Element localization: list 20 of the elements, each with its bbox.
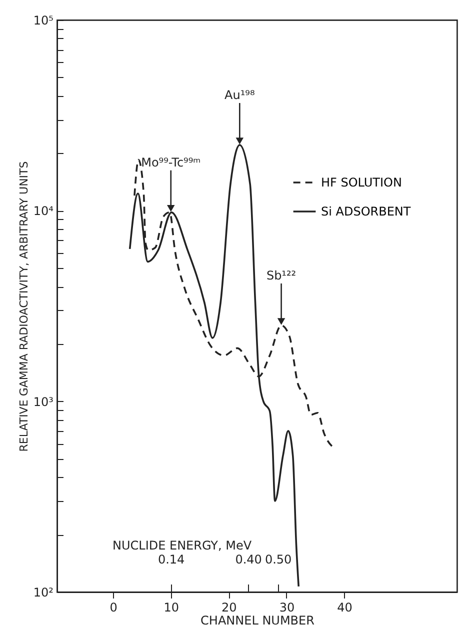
y-tick-label: 10⁵ <box>33 14 54 28</box>
x2-tick-label: 0.50 <box>264 552 292 566</box>
y-tick-label: 10⁴ <box>33 204 54 218</box>
legend-label: HF SOLUTION <box>321 176 402 190</box>
legend-label: Si ADSORBENT <box>321 204 412 218</box>
x-axis-title: CHANNEL NUMBER <box>200 614 314 628</box>
annotation: Au¹⁹⁸ <box>224 88 255 102</box>
x-tick-label: 20 <box>222 600 237 614</box>
x-tick-label: 30 <box>279 600 295 614</box>
y-tick-label: 10³ <box>33 394 54 409</box>
x2-tick-label: 0.40 <box>235 552 262 566</box>
x-tick-label: 10 <box>164 600 180 614</box>
x2-axis-title: NUCLIDE ENERGY, MeV <box>112 538 252 552</box>
annotation: Sb¹²² <box>266 268 296 282</box>
y-axis-title: RELATIVE GAMMA RADIOACTIVITY, ARBITRARY UNITS <box>17 161 30 452</box>
y-tick-label: 10² <box>33 586 54 600</box>
x2-tick-label: 0.14 <box>158 552 185 566</box>
annotation: Mo⁹⁹-Tc⁹⁹ᵐ <box>141 155 201 170</box>
x-tick-label: 0 <box>110 600 118 614</box>
x-tick-label: 40 <box>337 600 352 614</box>
